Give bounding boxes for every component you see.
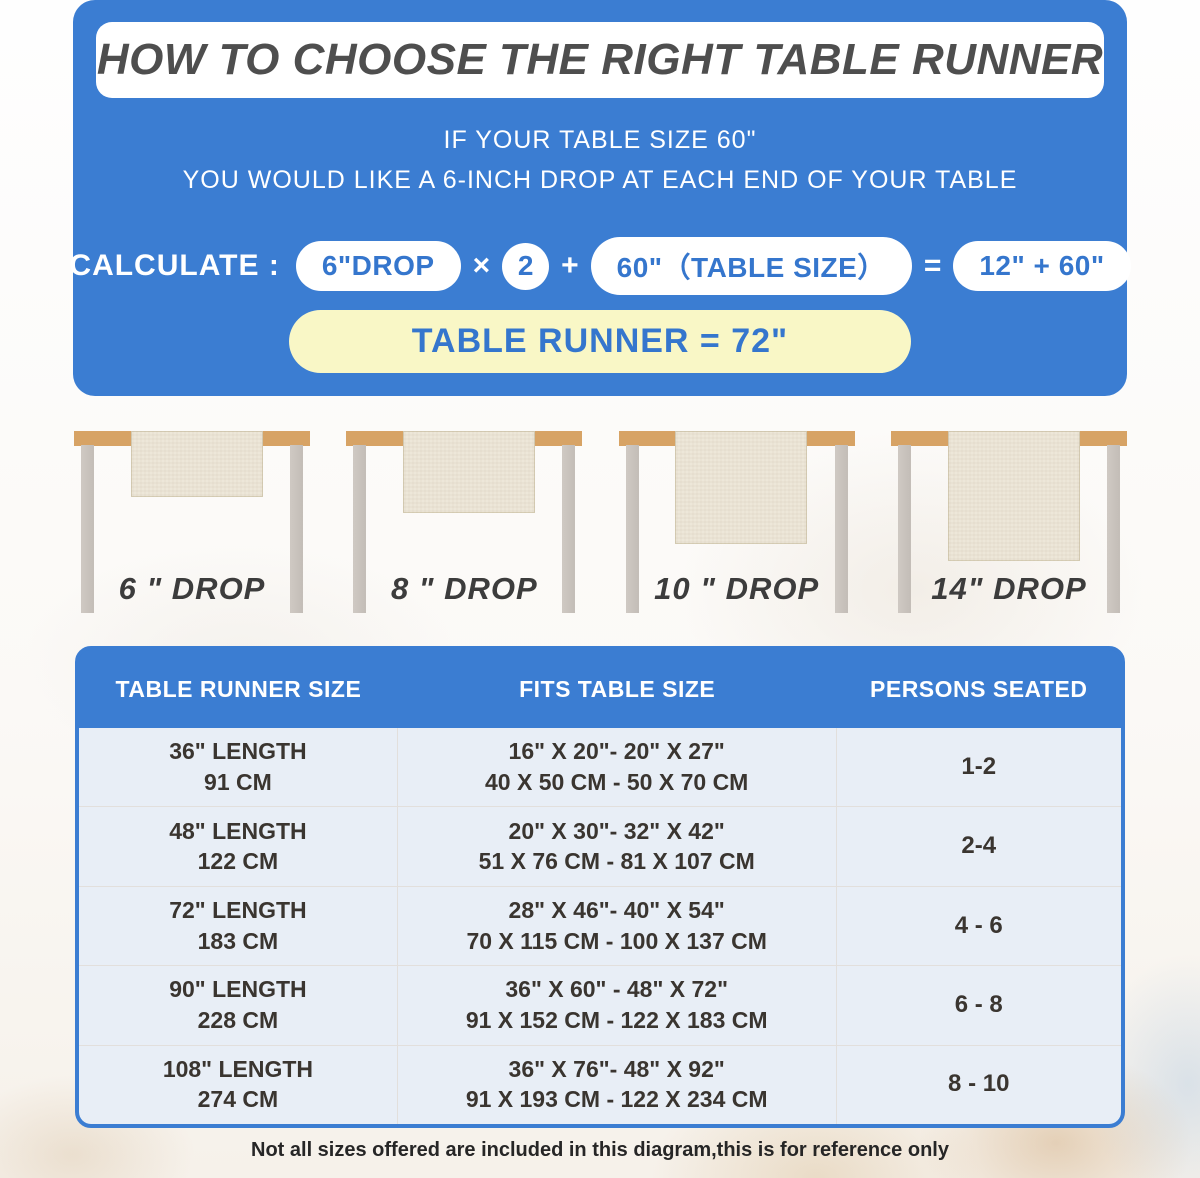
fits-size-inches: 36" X 76"- 48" X 92": [508, 1055, 725, 1082]
subtitle-line1: IF YOUR TABLE SIZE 60": [443, 126, 757, 154]
drop-label: 10 " DROP: [654, 571, 820, 606]
equals-sign: =: [923, 249, 942, 282]
subtitle-line2: YOU WOULD LIKE A 6-INCH DROP AT EACH END…: [182, 166, 1018, 194]
runner-size-cell: 48" LENGTH 122 CM: [79, 807, 398, 886]
fits-size-cell: 36" X 76"- 48" X 92" 91 X 193 CM - 122 X…: [398, 1045, 837, 1124]
persons-seated-cell: 4 - 6: [954, 911, 1003, 939]
multiplier-circle: 2: [502, 242, 550, 290]
table-row: 108" LENGTH 274 CM 36" X 76"- 48" X 92" …: [79, 1045, 1121, 1124]
table-illustration-14in: 14" DROP: [890, 431, 1127, 613]
table-illustration-10in: 10 " DROP: [618, 431, 855, 613]
runner-size-cell: 36" LENGTH 91 CM: [79, 728, 398, 807]
table-runner-graphic: [402, 431, 536, 513]
fits-size-cm: 70 X 115 CM - 100 X 137 CM: [466, 927, 767, 954]
table-runner-graphic: [130, 431, 263, 497]
table-row: 72" LENGTH 183 CM 28" X 46"- 40" X 54" 7…: [79, 886, 1121, 967]
table-row: 90" LENGTH 228 CM 36" X 60" - 48" X 72" …: [79, 966, 1121, 1046]
column-header-runner-size: TABLE RUNNER SIZE: [115, 675, 362, 702]
reference-note: Not all sizes offered are included in th…: [251, 1139, 949, 1161]
table-leg-left: [353, 445, 367, 613]
fits-size-inches: 28" X 46"- 40" X 54": [508, 896, 725, 923]
table-leg-right: [1106, 445, 1120, 613]
fits-size-inches: 16" X 20"- 20" X 27": [508, 738, 725, 765]
fits-size-cell: 36" X 60" - 48" X 72" 91 X 152 CM - 122 …: [398, 966, 837, 1045]
drop-label: 6 " DROP: [118, 571, 266, 606]
fits-size-inches: 36" X 60" - 48" X 72": [505, 976, 728, 1003]
page-title: HOW TO CHOOSE THE RIGHT TABLE RUNNER: [96, 35, 1104, 84]
table-leg-right: [562, 445, 576, 613]
table-row: 48" LENGTH 122 CM 20" X 30"- 32" X 42" 5…: [79, 807, 1121, 887]
final-result-text: TABLE RUNNER = 72": [411, 322, 789, 360]
drop-label: 8 " DROP: [390, 571, 538, 606]
table-row: 36" LENGTH 91 CM 16" X 20"- 20" X 27" 40…: [79, 728, 1121, 808]
persons-seated-cell: 8 - 10: [948, 1070, 1010, 1098]
persons-seated-cell: 1-2: [961, 752, 997, 780]
runner-size-inches: 36" LENGTH: [169, 738, 307, 765]
persons-seated-cell: 2-4: [961, 832, 997, 860]
table-leg-left: [625, 445, 639, 613]
drop-label: 14" DROP: [931, 571, 1087, 606]
runner-size-inches: 72" LENGTH: [169, 896, 307, 923]
table-illustration-8in: 8 " DROP: [346, 431, 583, 613]
table-leg-right: [834, 445, 848, 613]
runner-size-cell: 108" LENGTH 274 CM: [79, 1045, 398, 1124]
runner-size-cm: 274 CM: [197, 1086, 279, 1113]
calculation-row: CALCULATE : 6"DROP × 2 + 60"（TABLE SIZE）…: [69, 237, 1131, 295]
top-banner: HOW TO CHOOSE THE RIGHT TABLE RUNNER IF …: [69, 0, 1131, 396]
table-leg-left: [81, 445, 94, 613]
table-runner-graphic: [675, 431, 808, 544]
fits-size-cm: 91 X 193 CM - 122 X 234 CM: [465, 1086, 768, 1113]
runner-size-cm: 122 CM: [197, 848, 279, 875]
fits-size-cell: 16" X 20"- 20" X 27" 40 X 50 CM - 50 X 7…: [398, 728, 837, 807]
fits-size-cm: 40 X 50 CM - 50 X 70 CM: [485, 768, 749, 795]
table-size-pill: 60"（TABLE SIZE）: [590, 237, 912, 295]
calculate-label: CALCULATE :: [69, 249, 280, 282]
size-chart-table: TABLE RUNNER SIZE FITS TABLE SIZE PERSON…: [75, 646, 1125, 1128]
table-runner-graphic: [947, 431, 1080, 561]
runner-size-inches: 108" LENGTH: [162, 1055, 314, 1082]
fits-size-cell: 20" X 30"- 32" X 42" 51 X 76 CM - 81 X 1…: [398, 807, 837, 886]
table-leg-right: [290, 445, 303, 613]
title-box: HOW TO CHOOSE THE RIGHT TABLE RUNNER: [96, 22, 1104, 98]
drop-value-pill: 6"DROP: [295, 241, 461, 291]
size-chart-header-row: TABLE RUNNER SIZE FITS TABLE SIZE PERSON…: [79, 650, 1121, 728]
column-header-persons: PERSONS SEATED: [870, 675, 1088, 702]
runner-size-inches: 90" LENGTH: [169, 976, 307, 1003]
runner-size-cm: 183 CM: [197, 927, 279, 954]
fits-size-cm: 51 X 76 CM - 81 X 107 CM: [478, 848, 755, 875]
column-header-fits-size: FITS TABLE SIZE: [519, 675, 716, 702]
runner-size-cm: 91 CM: [204, 768, 272, 795]
size-chart-body: 36" LENGTH 91 CM 16" X 20"- 20" X 27" 40…: [79, 728, 1121, 1124]
table-illustration-6in: 6 " DROP: [74, 431, 310, 613]
fits-size-inches: 20" X 30"- 32" X 42": [508, 817, 725, 844]
fits-size-cell: 28" X 46"- 40" X 54" 70 X 115 CM - 100 X…: [398, 886, 837, 966]
drop-examples-section: 6 " DROP 8 " DROP 10 " DROP 14" DROP: [74, 431, 1127, 613]
fits-size-cm: 91 X 152 CM - 122 X 183 CM: [465, 1006, 768, 1033]
plus-sign: +: [561, 249, 579, 282]
result-highlight-pill: TABLE RUNNER = 72": [289, 310, 911, 373]
runner-size-cell: 90" LENGTH 228 CM: [79, 966, 398, 1045]
sum-pill: 12" + 60": [953, 241, 1131, 291]
table-leg-left: [897, 445, 911, 613]
runner-size-cell: 72" LENGTH 183 CM: [79, 886, 398, 966]
persons-seated-cell: 6 - 8: [954, 991, 1003, 1019]
runner-size-inches: 48" LENGTH: [169, 817, 307, 844]
times-sign: ×: [472, 249, 491, 282]
runner-size-cm: 228 CM: [197, 1006, 279, 1033]
